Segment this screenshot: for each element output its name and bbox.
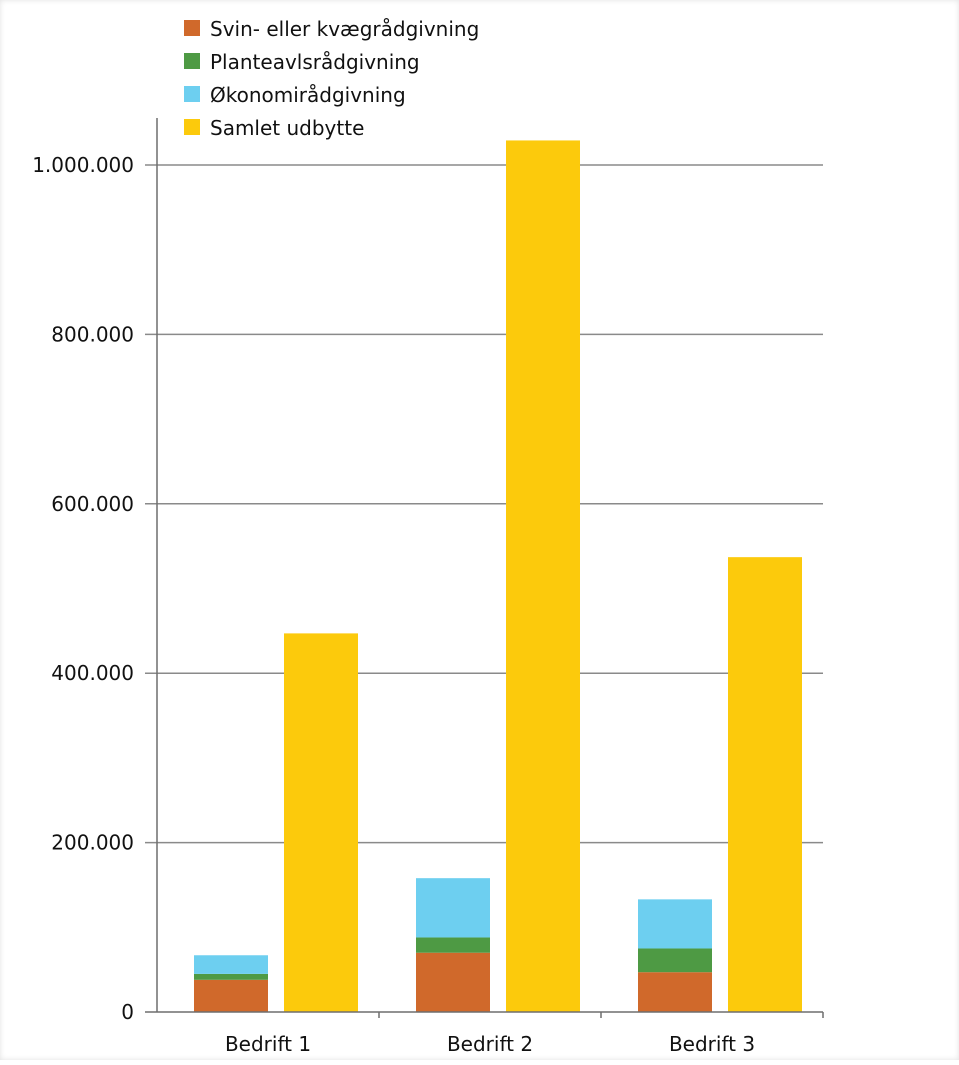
bar-total	[728, 557, 802, 1012]
legend-swatch	[184, 86, 200, 102]
bar-total	[506, 140, 580, 1012]
legend-label: Samlet udbytte	[210, 116, 364, 140]
legend-label: Økonomirådgivning	[210, 83, 406, 107]
bar-segment	[194, 955, 268, 974]
legend-swatch	[184, 20, 200, 36]
y-tick-label: 600.000	[51, 492, 134, 516]
bar-segment	[416, 878, 490, 938]
legend-swatch	[184, 119, 200, 135]
axes: 0 200.000 400.000 600.000 800.000 1.000.000 Be…	[32, 118, 824, 1056]
gridlines	[145, 164, 823, 844]
bars	[194, 140, 802, 1012]
bar-segment	[416, 937, 490, 953]
legend-label: Svin- eller kvægrådgivning	[210, 17, 479, 41]
bar-segment	[638, 972, 712, 1012]
legend-label: Planteavlsrådgivning	[210, 50, 420, 74]
x-tick-label: Bedrift 2	[447, 1032, 533, 1056]
bar-total	[284, 633, 358, 1012]
bar-segment	[194, 973, 268, 980]
bar-segment	[416, 952, 490, 1012]
y-tick-label: 400.000	[51, 661, 134, 685]
y-tick-label: 800.000	[51, 322, 134, 346]
y-tick-label: 200.000	[51, 831, 134, 855]
x-tick-label: Bedrift 1	[225, 1032, 311, 1056]
y-tick-label: 1.000.000	[32, 153, 134, 177]
y-tick-label: 0	[121, 1000, 134, 1024]
bar-segment	[638, 899, 712, 949]
legend-swatch	[184, 53, 200, 69]
legend: Svin- eller kvægrådgivning Planteavlsrådg…	[184, 17, 479, 140]
bar-segment	[638, 948, 712, 973]
bar-segment	[194, 979, 268, 1012]
x-tick-label: Bedrift 3	[669, 1032, 755, 1056]
